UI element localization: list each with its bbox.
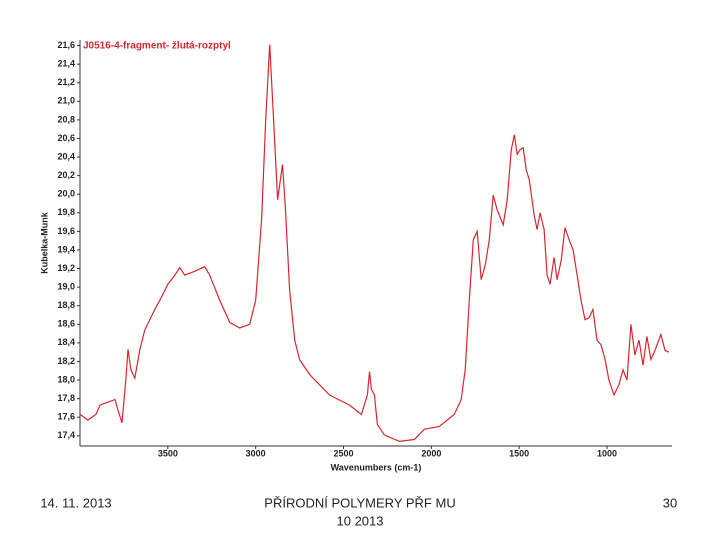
y-tick-label: 18,4 (57, 337, 75, 347)
x-axis-label: Wavenumbers (cm-1) (331, 462, 422, 472)
y-tick-label: 19,8 (57, 207, 75, 217)
y-tick-label: 20,4 (57, 151, 75, 161)
y-tick-label: 18,2 (57, 356, 75, 366)
y-tick-label: 18,0 (57, 374, 75, 384)
chart-title: J0516-4-fragment- žlutá-rozptyl (83, 41, 231, 52)
y-tick-label: 21,6 (57, 40, 75, 50)
y-tick-label: 19,4 (57, 244, 75, 254)
x-tick-label: 1000 (597, 448, 617, 458)
x-tick-label: 3000 (246, 448, 266, 458)
y-tick-label: 19,0 (57, 282, 75, 292)
y-axis-label: Kubelka-Munk (39, 211, 49, 274)
y-tick-label: 21,2 (57, 77, 75, 87)
x-tick-label: 2500 (333, 448, 353, 458)
x-tick-label: 1500 (509, 448, 529, 458)
footer-date: 14. 11. 2013 (40, 495, 111, 510)
y-tick-label: 18,8 (57, 300, 75, 310)
footer-title: 10 2013 (337, 513, 384, 528)
y-tick-label: 20,0 (57, 189, 75, 199)
y-tick-label: 17,6 (57, 412, 75, 422)
y-tick-label: 21,0 (57, 96, 75, 106)
spectrum-line (79, 44, 670, 443)
y-tick-label: 20,2 (57, 170, 75, 180)
x-tick-label: 3500 (158, 448, 178, 458)
y-tick-label: 21,4 (57, 59, 75, 69)
y-tick-label: 18,6 (57, 319, 75, 329)
footer-page: 30 (663, 495, 677, 510)
y-tick-label: 20,6 (57, 133, 75, 143)
y-tick-label: 19,2 (57, 263, 75, 273)
footer-title: PŘÍRODNÍ POLYMERY PŘF MU (264, 495, 455, 510)
y-tick-label: 17,8 (57, 393, 75, 403)
x-tick-label: 2000 (421, 448, 441, 458)
y-tick-label: 20,8 (57, 114, 75, 124)
y-tick-label: 19,6 (57, 226, 75, 236)
y-tick-label: 17,4 (57, 430, 75, 440)
